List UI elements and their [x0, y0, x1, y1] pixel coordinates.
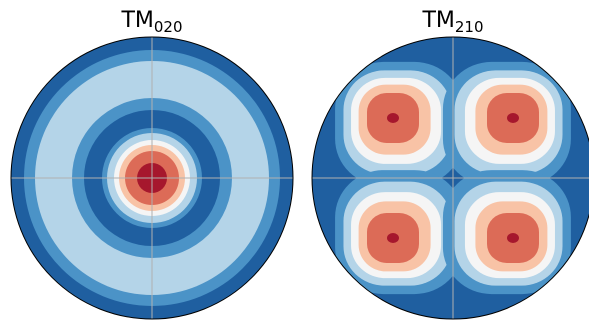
panel-title: TM020 [120, 8, 182, 36]
contour-band [507, 233, 519, 243]
title-main: TM [421, 8, 454, 33]
contour-plot [312, 37, 589, 319]
contour-band [387, 113, 399, 123]
plot-border [10, 36, 294, 320]
title-subscript: 020 [154, 18, 183, 36]
contour-band [387, 233, 399, 243]
contour-plot [11, 37, 293, 319]
contour-band [507, 113, 519, 123]
title-subscript: 210 [455, 18, 484, 36]
plot-border [311, 36, 589, 320]
title-main: TM [120, 8, 153, 33]
panel-title: TM210 [421, 8, 483, 36]
